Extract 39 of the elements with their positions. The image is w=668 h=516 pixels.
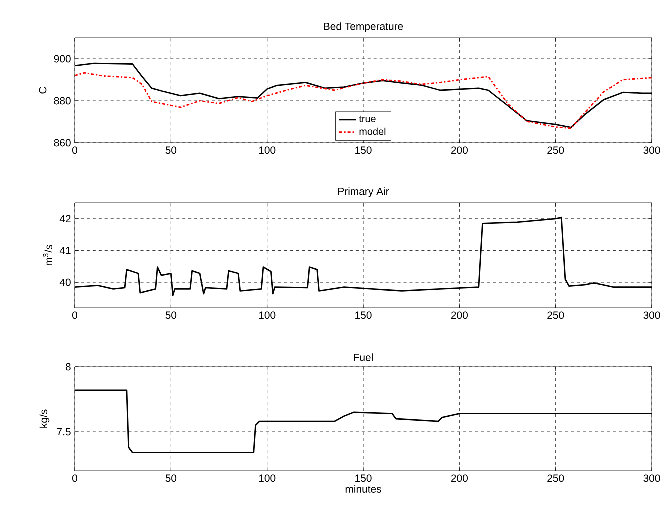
x-tick-label: 300 xyxy=(644,146,660,154)
x-tick-label: 300 xyxy=(644,474,660,482)
x-tick-label: 250 xyxy=(548,146,564,154)
legend-label: model xyxy=(360,128,386,136)
y-axis-title: kg/s xyxy=(40,410,50,428)
x-tick-label: 200 xyxy=(451,312,468,320)
x-tick-label: 0 xyxy=(72,474,78,482)
y-tick-label: 7.5 xyxy=(57,428,71,436)
x-tick-label: 0 xyxy=(72,146,78,154)
chart-title: Fuel xyxy=(354,354,373,362)
x-tick-label: 50 xyxy=(166,146,177,154)
y-tick-label: 860 xyxy=(54,139,71,147)
chart-title: Primary Air xyxy=(338,188,390,198)
x-tick-label: 250 xyxy=(548,474,564,482)
x-tick-label: 100 xyxy=(259,474,276,482)
y-tick-label: 40 xyxy=(60,278,71,286)
y-tick-label: 42 xyxy=(60,215,71,223)
x-tick-label: 0 xyxy=(72,312,78,320)
y-tick-label: 880 xyxy=(54,97,71,105)
x-tick-label: 300 xyxy=(644,312,660,320)
y-tick-label: 41 xyxy=(60,247,71,254)
x-tick-label: 150 xyxy=(356,312,372,320)
line-series xyxy=(75,72,652,130)
x-tick-label: 100 xyxy=(259,146,276,154)
x-tick-label: 100 xyxy=(259,312,276,320)
y-tick-label: 8 xyxy=(66,363,71,371)
y-axis-title: m$^{3}$/s xyxy=(43,245,53,266)
x-tick-label: 150 xyxy=(356,146,372,154)
x-tick-label: 50 xyxy=(166,312,177,320)
legend-label: true xyxy=(359,116,376,122)
x-tick-label: 150 xyxy=(356,474,372,482)
y-axis-title: C xyxy=(39,87,47,94)
x-tick-label: 250 xyxy=(548,312,564,320)
chart-title: Bed Temperature xyxy=(324,22,404,32)
x-tick-label: 200 xyxy=(451,474,468,482)
x-tick-label: 50 xyxy=(166,474,177,482)
y-tick-label: 900 xyxy=(54,55,71,63)
x-tick-label: 200 xyxy=(451,146,468,154)
x-axis-title: minutes xyxy=(346,485,382,493)
